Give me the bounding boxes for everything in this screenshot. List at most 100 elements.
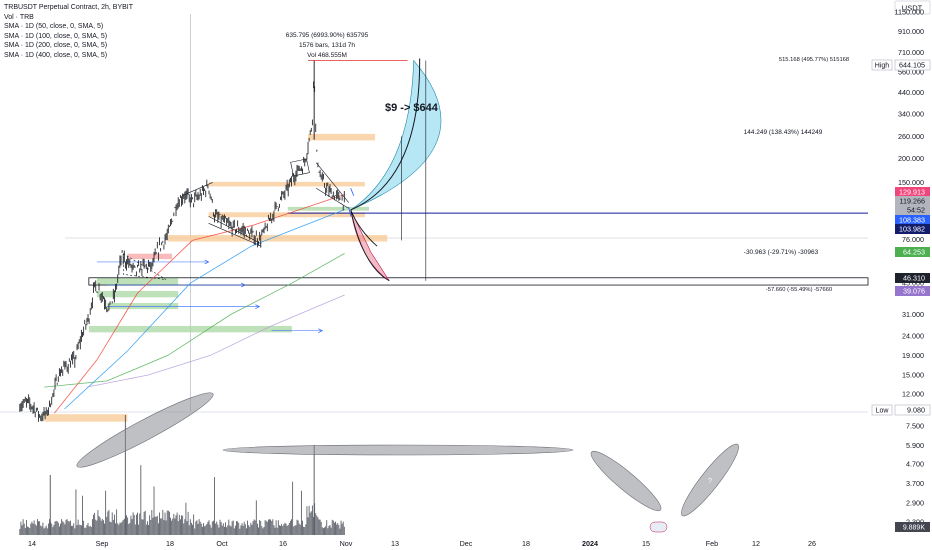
price-badge <box>895 286 930 296</box>
price-badge-label: 108.383 <box>899 216 925 225</box>
price-tick-label: 3.700 <box>906 479 924 488</box>
highlight-ellipse-0 <box>76 392 214 468</box>
headline-annotation: $9 -> $644 <box>385 102 439 114</box>
price-badge-label: 39.076 <box>903 287 925 296</box>
time-tick-label: Nov <box>340 539 353 548</box>
bearish-projection-curves <box>350 209 390 282</box>
sma50-legend[interactable]: SMA · 1D (50, close, 0, SMA, 5) <box>4 23 104 30</box>
time-tick-label: 15 <box>642 539 650 548</box>
zone-green-9 <box>88 325 292 333</box>
time-tick-label: Sep <box>96 539 109 548</box>
time-tick-label: Oct <box>216 539 227 548</box>
high-tag-label: High <box>875 63 890 70</box>
time-tick-label: 16 <box>279 539 287 548</box>
zone-green-7 <box>96 290 179 298</box>
measure-label-volume: Vol 468.555M <box>307 52 347 59</box>
projection-arrowhead-0 <box>204 259 210 265</box>
event-flag-icon <box>649 521 668 533</box>
price-tick-label: 200.000 <box>898 154 924 163</box>
zone-green-8 <box>107 303 179 310</box>
sma400-legend[interactable]: SMA · 1D (400, close, 0, SMA, 5) <box>4 51 108 59</box>
low-value-label: 9.080 <box>907 406 925 415</box>
price-tick-label: 340.000 <box>898 109 924 118</box>
time-tick-label: 12 <box>752 539 760 548</box>
currency-button <box>894 0 931 15</box>
price-tick-label: 710.000 <box>898 48 924 57</box>
price-badge <box>895 224 930 234</box>
price-badge-label: 64.253 <box>903 248 925 257</box>
price-tick-label: 560.000 <box>898 68 924 77</box>
time-tick-label: Feb <box>706 539 718 548</box>
zone-orange-3 <box>208 212 365 218</box>
sma-line-3 <box>86 294 345 388</box>
measure-label-bars: 1576 bars, 131d 7h <box>299 42 355 49</box>
moving-averages <box>44 194 345 414</box>
price-tick-label: 19.000 <box>902 351 924 360</box>
price-tick-label: 5.900 <box>906 441 924 450</box>
currency-label: USDT <box>902 4 923 13</box>
sma-line-2 <box>44 253 345 388</box>
price-tick-label: 150.000 <box>898 178 924 187</box>
volume-ellipses: ? <box>76 392 739 533</box>
projection-overlays: $9 -> $644 635.795 (6993.90%) 635795 1576 … <box>286 32 849 293</box>
reference-box-46 <box>88 277 869 286</box>
price-tick-label: 1150.000 <box>895 8 924 17</box>
price-tick-label: 12.000 <box>902 389 924 398</box>
zone-orange-4 <box>168 235 388 242</box>
time-tick-label: Dec <box>460 539 473 548</box>
price-badge-label: 644.105 <box>899 61 925 70</box>
price-badge-label: 46.310 <box>903 274 925 283</box>
volume-bars <box>19 415 345 535</box>
zone-orange-2 <box>308 133 376 141</box>
symbol-title[interactable]: TRBUSDT Perpetual Contract, 2h, BYBIT <box>4 4 134 11</box>
projection-arrowhead-2 <box>255 304 261 309</box>
price-tick-label: 910.000 <box>898 27 924 36</box>
volume-badge-label: 9.889K <box>903 525 926 532</box>
sma100-legend[interactable]: SMA · 1D (100, close, 0, SMA, 5) <box>4 32 108 40</box>
highlight-ellipse-3 <box>681 443 739 517</box>
price-tick-label: 31.000 <box>902 310 924 319</box>
sma-line-1 <box>64 209 345 410</box>
sma200-legend[interactable]: SMA · 1D (200, close, 0, SMA, 5) <box>4 42 108 49</box>
zone-green-6 <box>96 277 179 286</box>
price-badge <box>895 215 930 225</box>
question-mark: ? <box>708 478 712 485</box>
price-tick-label: 76.000 <box>902 235 924 244</box>
time-tick-label: 14 <box>28 539 36 548</box>
price-badge-label: 54:52 <box>907 206 925 215</box>
flag-pattern <box>290 158 310 177</box>
price-tick-label: 7.500 <box>906 422 924 431</box>
price-tick-label: 260.000 <box>898 132 924 141</box>
price-tick-label: 4.700 <box>906 459 924 468</box>
pivot-arrows <box>348 188 355 217</box>
highlight-ellipse-2 <box>590 450 662 512</box>
volume-legend[interactable]: Vol · TRB <box>4 13 34 21</box>
projection-arrowhead-1 <box>240 282 246 288</box>
time-axis[interactable]: 14 Sep 18 Oct 16 Nov 13 Dec 18 2024 15 Feb 12 26 <box>0 536 932 550</box>
highlight-ellipse-1 <box>222 444 574 456</box>
time-tick-label: 18 <box>166 539 174 548</box>
price-badge <box>894 59 931 71</box>
time-tick-label: 26 <box>808 539 816 548</box>
price-tick-label: 45.000 <box>902 279 924 288</box>
zone-green-5 <box>287 206 369 211</box>
sma-line-0 <box>53 194 345 414</box>
time-tick-label: 13 <box>391 539 399 548</box>
projection-arrowhead-3 <box>318 328 324 334</box>
price-tick-label: 440.000 <box>898 88 924 97</box>
price-tick-label: 2.900 <box>906 499 924 508</box>
target-label-high: 515.168 (495.77%) 515168 <box>779 57 849 63</box>
zone-orange-0 <box>44 414 128 422</box>
price-tick-label: 15.000 <box>902 371 924 380</box>
price-badge <box>895 187 930 197</box>
price-badge <box>895 196 930 206</box>
price-badge <box>895 247 930 257</box>
low-value-box <box>894 404 931 416</box>
price-badge-label: 129.913 <box>899 188 925 197</box>
time-axis-bg <box>0 536 932 550</box>
price-badge <box>895 205 930 215</box>
low-tag-box <box>871 404 893 416</box>
price-badge-label: 119.266 <box>900 197 925 206</box>
